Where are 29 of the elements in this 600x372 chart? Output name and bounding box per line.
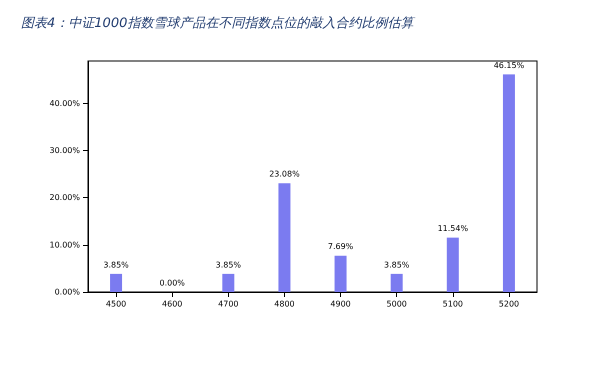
bar — [222, 274, 234, 292]
y-tick-label: 0.00% — [54, 288, 80, 296]
data-label: 3.85% — [384, 260, 410, 270]
chart-title: 图表4：中证1000指数雪球产品在不同指数点位的敲入合约比例估算 — [21, 16, 416, 31]
data-label: 0.00% — [159, 278, 186, 288]
y-tick-label: 30.00% — [49, 146, 80, 156]
data-label: 11.54% — [438, 224, 468, 234]
y-tick-label: 10.00% — [49, 240, 80, 250]
bar — [390, 274, 403, 292]
x-tick-label: 4800 — [274, 300, 295, 308]
x-tick-label: 4900 — [330, 300, 351, 308]
data-label: 7.69% — [328, 242, 354, 252]
bar — [446, 238, 459, 292]
x-tick-label: 4700 — [218, 300, 238, 308]
x-tick-label: 5100 — [442, 300, 463, 308]
bar — [502, 74, 515, 292]
y-tick-label: 40.00% — [49, 98, 80, 108]
data-label: 3.85% — [216, 260, 242, 270]
data-label: 3.85% — [103, 260, 130, 270]
data-label: 46.15% — [494, 60, 525, 70]
bar — [334, 256, 347, 292]
bar — [110, 274, 122, 292]
x-tick-label: 4500 — [106, 300, 126, 308]
bar — [278, 183, 290, 292]
x-tick-label: 5200 — [498, 300, 520, 308]
data-label: 23.08% — [269, 170, 300, 179]
x-tick-label: 4600 — [162, 300, 182, 308]
y-tick-label: 20.00% — [49, 193, 80, 202]
x-tick-label: 5000 — [386, 300, 407, 308]
